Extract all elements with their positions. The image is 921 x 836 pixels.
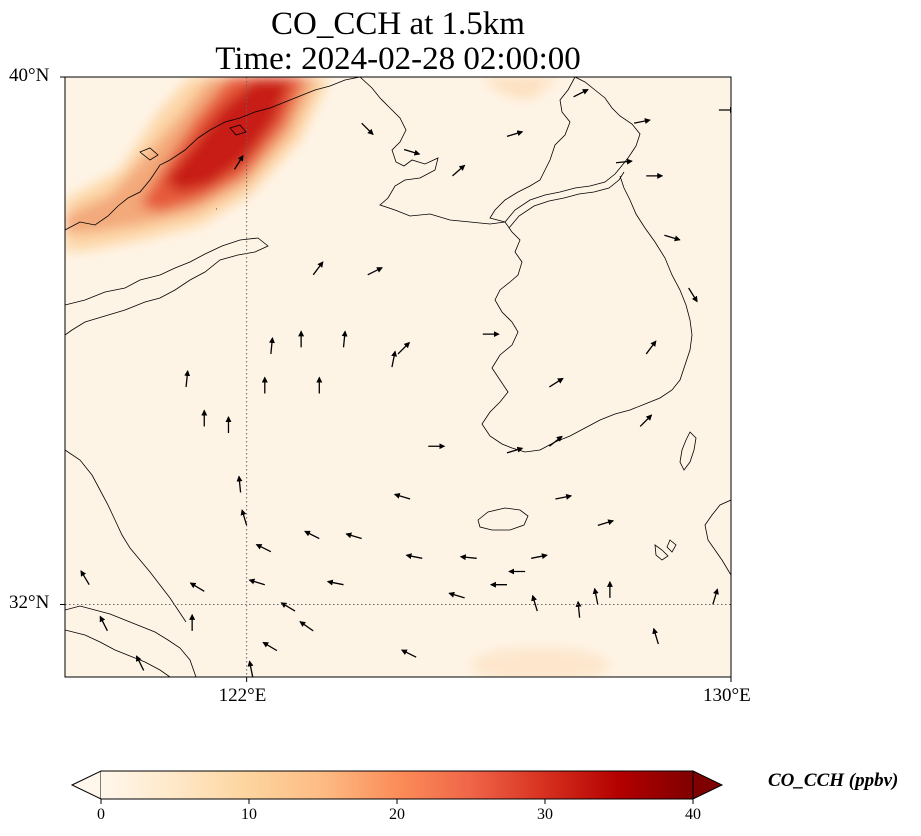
coastline-yangtze xyxy=(65,605,197,677)
colorbar-extend-low xyxy=(70,770,102,800)
wind-vector xyxy=(262,641,278,652)
map-frame xyxy=(64,76,732,678)
wind-vector xyxy=(459,554,477,561)
wind-vector xyxy=(548,435,563,447)
wind-vector xyxy=(639,414,653,427)
colorbar-bar xyxy=(101,771,693,799)
tsushima-island xyxy=(679,431,697,471)
wind-vector xyxy=(506,446,524,454)
wind-vector xyxy=(403,148,421,156)
jeju-island xyxy=(477,507,529,531)
wind-vector xyxy=(652,627,659,645)
bohai-islands xyxy=(139,124,247,161)
colorbar-extend-high xyxy=(692,770,724,800)
wind-vector xyxy=(236,475,243,493)
wind-vector xyxy=(573,89,589,98)
wind-vector xyxy=(531,594,538,612)
wind-vector xyxy=(99,615,108,632)
wind-vector xyxy=(367,267,383,276)
wind-vector xyxy=(549,377,564,388)
plume-core xyxy=(165,80,290,192)
coastline-korea-north-east xyxy=(574,77,641,169)
wind-vectors xyxy=(80,89,731,677)
wind-vector xyxy=(506,130,524,137)
wind-vector xyxy=(135,655,145,671)
wind-vector xyxy=(247,660,254,677)
colorbar-tick-label: 40 xyxy=(685,806,701,823)
wind-vector xyxy=(248,578,265,586)
wind-vector xyxy=(597,519,615,526)
coastline-korea-nw xyxy=(489,77,576,223)
wind-vector xyxy=(280,602,296,612)
wind-vector xyxy=(592,587,599,605)
colorbar-tick-label: 10 xyxy=(241,806,257,823)
colorbar-label: CO_CCH (ppbv) xyxy=(768,770,899,791)
border-north-korea xyxy=(504,167,621,223)
wind-vector xyxy=(645,340,657,355)
colorbar-tick-label: 20 xyxy=(389,806,405,823)
wind-vector xyxy=(184,369,191,387)
wind-vector xyxy=(361,122,374,136)
wind-vector xyxy=(189,582,205,592)
colorbar-tick-label: 30 xyxy=(537,806,553,823)
coastline-korea-south xyxy=(539,175,693,451)
wind-vector xyxy=(555,493,573,500)
coastline-shandong xyxy=(65,237,269,336)
gridlines xyxy=(65,77,731,677)
wind-vector xyxy=(80,570,90,586)
wind-vector xyxy=(326,579,344,586)
lon-tick-label-130: 130°E xyxy=(703,685,751,706)
coastline-korea-west xyxy=(481,221,541,453)
map-title: CO_CCH at 1.5km xyxy=(271,6,525,42)
wind-vector xyxy=(391,350,398,368)
wind-vector xyxy=(664,234,681,242)
map-subtitle-time: Time: 2024-02-28 02:00:00 xyxy=(215,41,581,77)
wind-vector xyxy=(712,588,719,605)
wind-vector xyxy=(397,341,411,355)
wind-vector xyxy=(531,553,548,560)
wind-vector xyxy=(688,287,698,303)
wind-vector xyxy=(633,118,651,124)
map-canvas xyxy=(60,76,732,682)
colorbar-ticks xyxy=(100,799,694,804)
wind-vector xyxy=(345,532,362,540)
wind-vector xyxy=(233,154,244,170)
goto-islands xyxy=(654,539,677,561)
wind-vector xyxy=(405,553,423,560)
wind-vector xyxy=(304,530,320,540)
coastlines xyxy=(65,77,731,677)
coastline-china-north xyxy=(65,77,361,231)
coastline-liaodong xyxy=(359,77,506,225)
wind-vector xyxy=(393,492,411,500)
lon-tick-label-122: 122°E xyxy=(218,685,267,706)
plume-south-patch xyxy=(470,647,610,677)
wind-vector xyxy=(448,591,465,599)
wind-vector xyxy=(299,621,314,632)
wind-vector xyxy=(341,330,348,348)
wind-vector xyxy=(452,164,466,177)
wind-vector xyxy=(312,261,324,276)
lat-tick-label-40: 40°N xyxy=(9,65,50,86)
colorbar-tick-label: 0 xyxy=(97,806,105,823)
wind-vector xyxy=(268,337,275,354)
coastline-china-east xyxy=(65,449,187,623)
colorbar-outline xyxy=(101,770,693,800)
coastline-yangtze-south xyxy=(65,629,171,677)
kyushu-coast xyxy=(704,499,731,576)
lat-tick-label-32: 32°N xyxy=(9,592,50,614)
wind-vector xyxy=(255,543,272,553)
plume-ne-patch xyxy=(480,77,560,100)
border-north-korea-2 xyxy=(508,171,625,229)
wind-vector xyxy=(615,158,633,165)
co-plume xyxy=(65,77,610,677)
wind-vector xyxy=(240,509,248,526)
wind-vector xyxy=(400,649,417,658)
axis-ticks xyxy=(60,76,732,682)
